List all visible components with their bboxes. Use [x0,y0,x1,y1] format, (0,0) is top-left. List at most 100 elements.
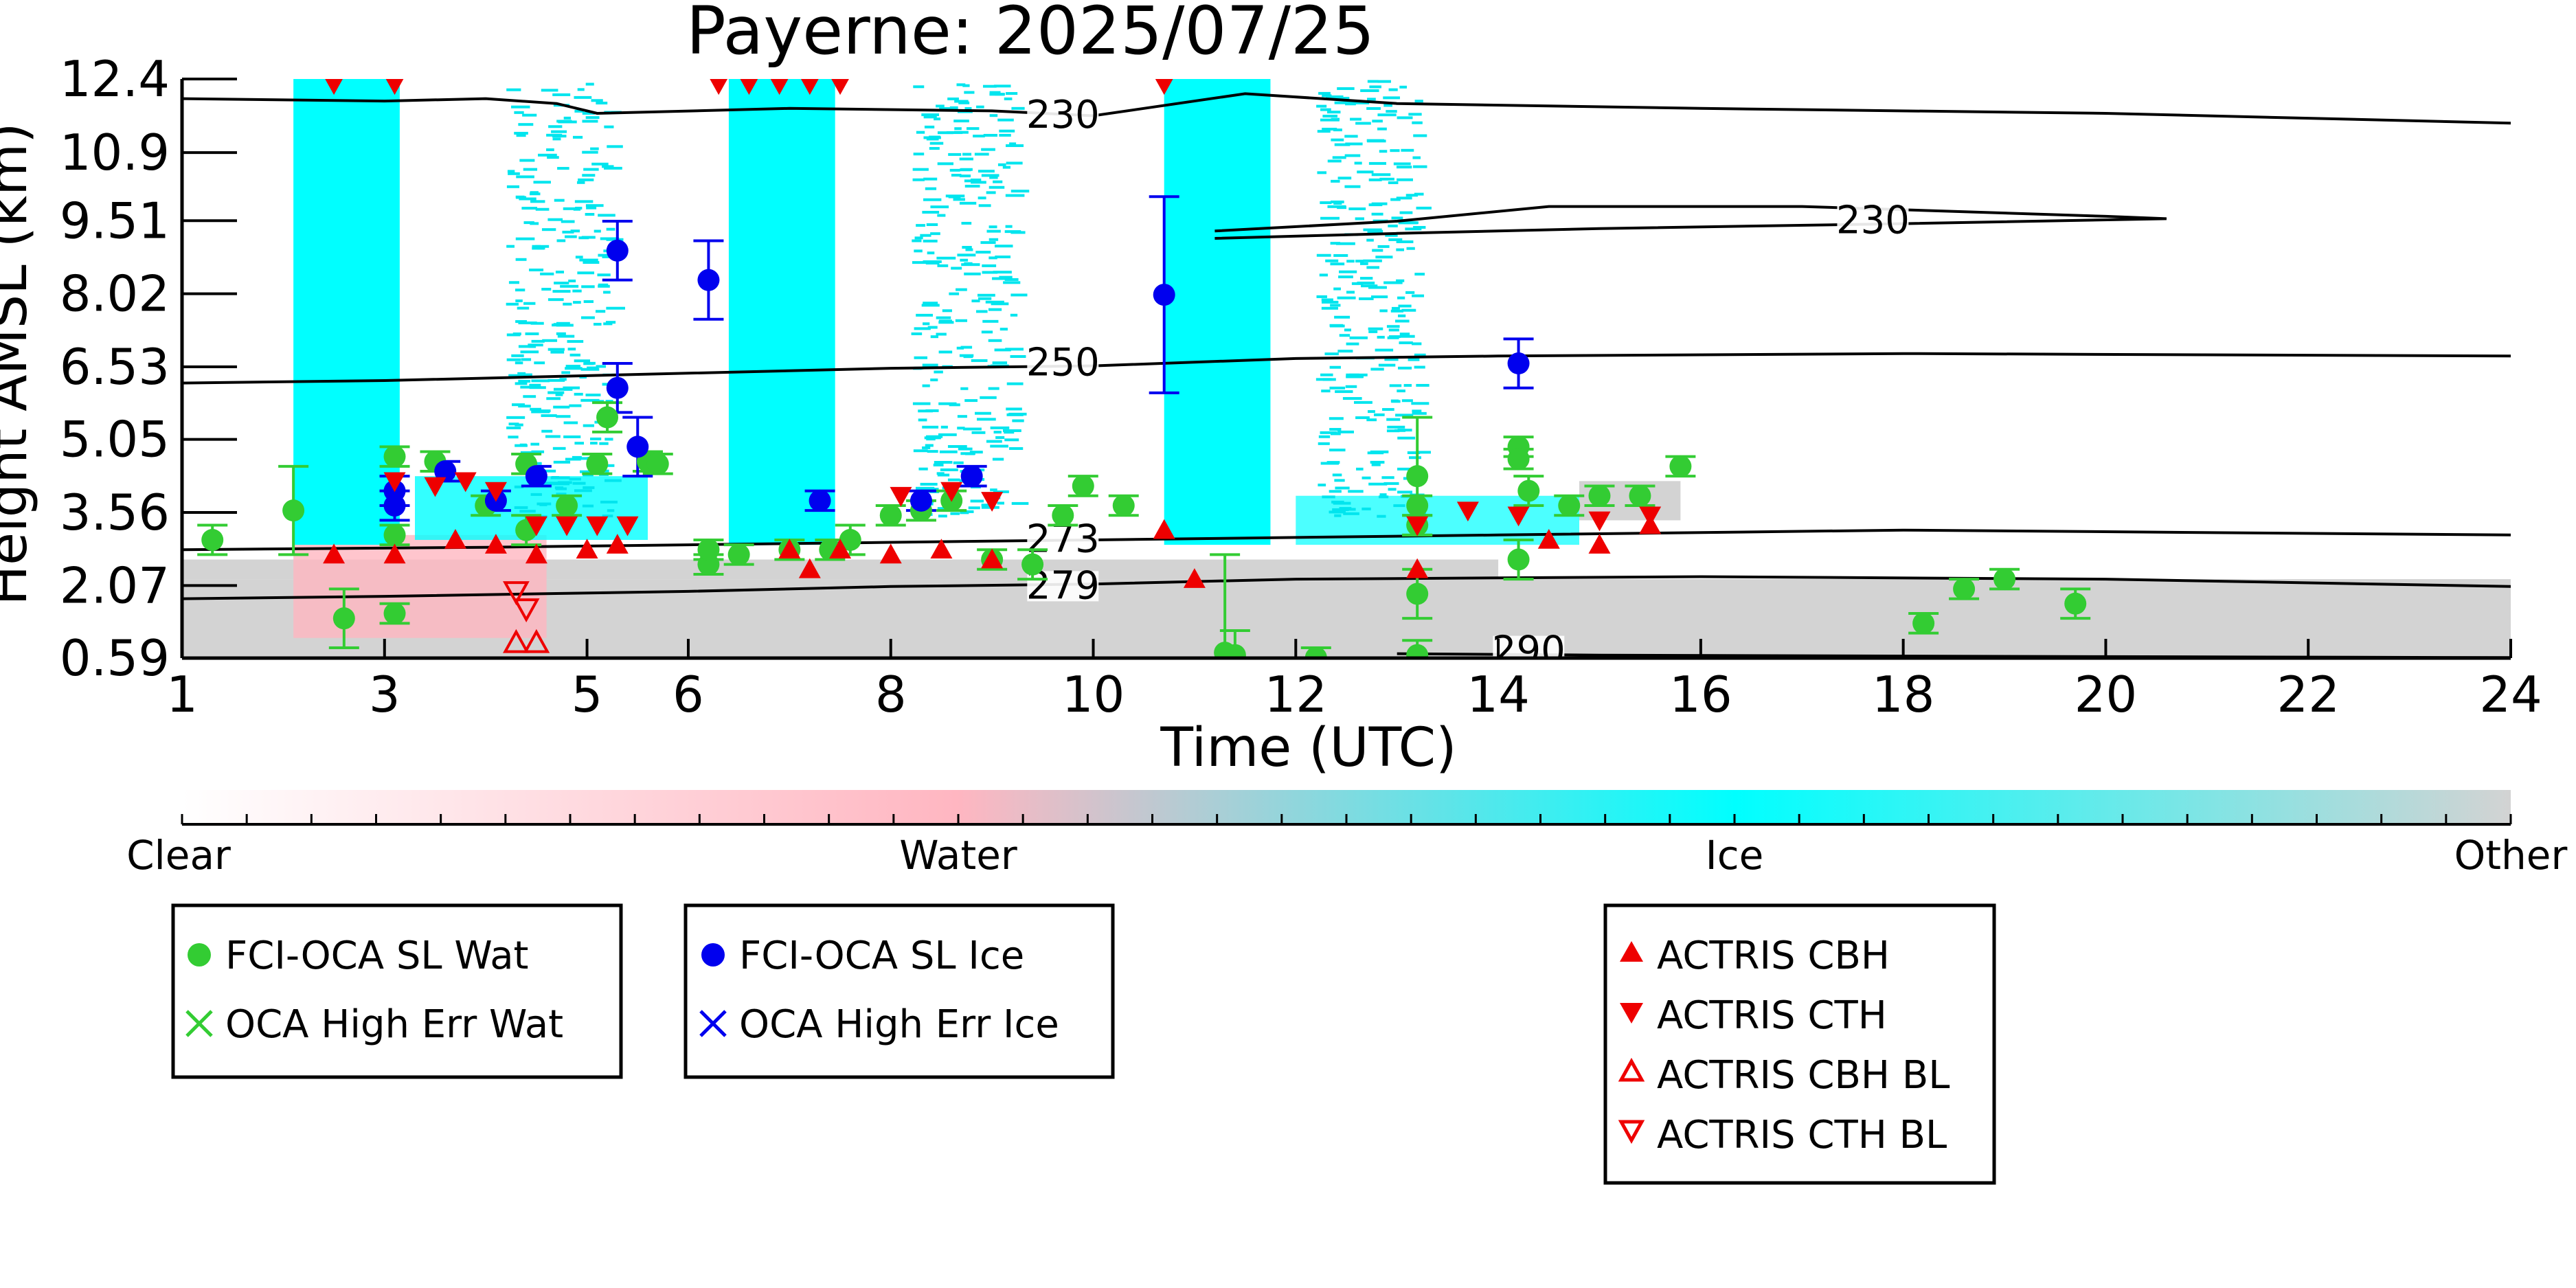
ice-streak [1371,173,1391,177]
data-point [1456,501,1479,522]
ice-streak [1331,138,1344,142]
ice-streak [506,358,521,361]
ice-streak [551,130,567,133]
ice-streak [1329,428,1342,431]
ice-streak [582,504,594,508]
ice-streak [1386,418,1401,421]
ice-streak [978,204,991,207]
ice-streak [520,451,532,454]
ice-streak [1381,476,1394,479]
ice-streak [545,435,561,438]
legend-marker-circle [188,943,211,967]
data-point [879,504,902,527]
data-point [484,534,507,554]
data-point [770,79,789,95]
ice-streak [963,427,982,431]
ice-streak [964,91,975,94]
ice-streak [1385,234,1398,237]
y-tick-label: 12.4 [60,50,170,108]
x-tick-label: 22 [2276,666,2340,723]
ice-streak [605,321,616,324]
ice-streak [975,251,991,254]
ice-streak [1324,352,1339,356]
contour-line [182,352,2511,385]
ice-streak [1011,501,1029,505]
ice-streak [988,308,1002,311]
ice-streak [918,418,927,422]
ice-streak [965,248,973,251]
axes: 1 3 5 6 8 10 12 14 16 18 20 22 24 0.59 2.07 3.56 5.05 6.… [60,50,2542,723]
data-point [383,523,406,546]
ice-streak [939,450,958,453]
data-point [424,477,447,497]
ice-streak [1012,419,1024,422]
ice-streak [1322,94,1332,98]
ice-streak [926,223,938,227]
ice-streak [553,460,571,464]
ice-streak [914,327,931,330]
y-axis-title: Height AMSL (km) [0,122,39,605]
ice-streak [541,228,556,231]
ice-streak [1322,495,1335,499]
ice-streak [1374,413,1385,416]
contour-label: 290 [1492,629,1566,673]
ice-streak [964,272,981,275]
ice-streak [914,356,928,359]
ice-streak [590,442,598,445]
ice-streak [553,405,570,409]
ice-streak [988,256,997,260]
contour-line [1214,205,2167,240]
ice-streak [993,180,1003,183]
ice-streak [523,221,534,225]
ice-streak [1396,166,1412,169]
ice-streak [981,330,993,334]
ice-streak [603,291,611,294]
ice-streak [515,444,528,447]
ice-streak [949,168,960,172]
ice-streak [1334,479,1345,482]
ice-streak [926,435,943,438]
data-point [2064,592,2087,615]
ice-streak [582,111,595,115]
ice-streak [579,258,598,262]
ice-streak [1389,384,1402,387]
ice-streak [1355,122,1371,125]
ice-streak [927,251,935,255]
data-point [1639,506,1662,527]
data-point [525,465,547,488]
ice-streak [960,346,973,349]
x-tick-label: 24 [2479,666,2542,723]
ice-streak [1322,378,1336,381]
ice-streak [1412,294,1425,297]
y-tick-label: 3.56 [60,484,170,541]
ice-streak [922,446,931,449]
ice-streak [982,319,999,323]
data-point [616,516,639,536]
ice-streak [980,396,997,399]
ice-streak [982,271,998,274]
ice-streak [607,145,623,148]
chart-title: Payerne: 2025/07/25 [686,0,1375,69]
x-axis-title: Time (UTC) [1160,717,1456,779]
legend-label: OCA High Err Ice [739,1002,1059,1047]
ice-streak [562,230,574,234]
data-point [831,79,849,95]
ice-streak [912,402,931,405]
ice-streak [554,199,565,202]
ice-streak [530,493,542,496]
error-bars [197,195,2091,658]
ice-streak [1368,327,1383,330]
ice-streak [986,229,1001,233]
data-point [1912,612,1935,635]
ice-streak [557,167,569,170]
ice-streak [582,120,598,123]
ice-streak [1363,259,1382,262]
ice-streak [1383,96,1400,100]
ice-streak [574,95,592,99]
ice-streak [512,403,525,407]
ice-streak [1397,178,1413,181]
ice-streak [1333,501,1351,505]
ice-streak [1337,177,1352,180]
ice-streak [1372,249,1383,252]
ice-streak [936,332,947,336]
